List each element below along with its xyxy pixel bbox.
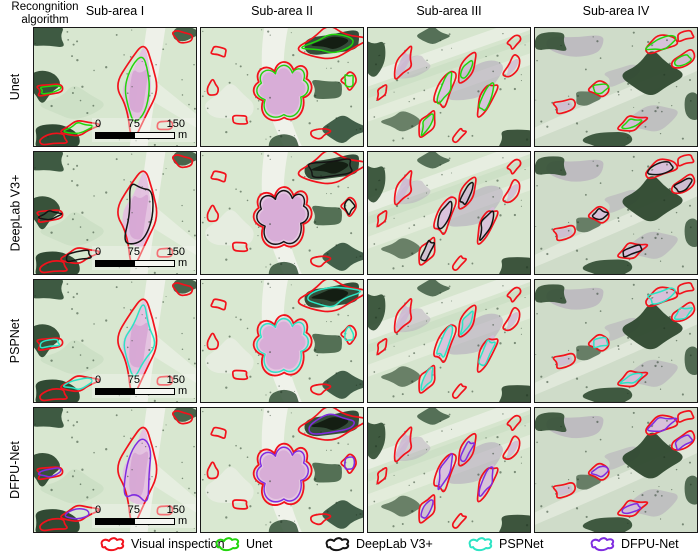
grid-cell-unet-subarea-1: 0 75 150 m [33,27,197,147]
scale-bar-label: 75 [127,504,140,516]
scale-bar-unit: m [178,515,188,527]
grid-cell-dfpu-net-subarea-1: 0 75 150 m [33,407,197,533]
column-header-subarea-3: Sub-area III [416,4,482,18]
legend-item-visual-inspection: Visual inspection [99,534,225,553]
scale-bar: 0 75 150 m [92,504,195,528]
column-header-subarea-2: Sub-area II [251,4,313,18]
scale-bar-graphic [95,259,175,267]
cell-image [368,28,530,146]
scale-bar-unit: m [178,129,188,141]
scale-bar-label: 150 [166,246,185,258]
scale-bar-label: 0 [95,118,102,130]
contour-icon-visual-inspection [100,536,125,551]
scale-bar-label: 0 [95,504,102,516]
legend-item-pspnet: PSPNet [467,534,543,553]
scale-bar-unit: m [178,257,188,269]
scale-bar-graphic [95,387,175,395]
grid-cell-dfpu-net-subarea-3 [367,407,531,533]
scale-bar-label: 75 [127,246,140,258]
scale-bar-graphic [95,517,175,525]
scale-bar-label: 150 [166,504,185,516]
scale-bar-label: 75 [127,118,140,130]
grid-cell-unet-subarea-4 [534,27,698,147]
corner-label: Recongnition algorithm [11,1,79,26]
cell-image [201,152,363,274]
scale-bar-label: 75 [127,374,140,386]
cell-image [34,280,196,402]
contour-glyph [100,536,125,551]
scale-bar-labels: 0 75 150 [95,374,185,386]
scale-bar-label: 0 [95,246,102,258]
cell-image [535,408,697,532]
contour-icon-dfpunet [590,536,615,551]
grid-cell-deeplab-v3--subarea-3 [367,151,531,275]
column-header-subarea-1: Sub-area I [85,4,145,18]
legend-item-dfpunet: DFPU-Net [589,534,679,553]
scale-bar: 0 75 150 m [92,118,195,142]
legend-label: Visual inspection [131,536,225,551]
cell-image [201,408,363,532]
grid-cell-unet-subarea-3 [367,27,531,147]
cell-image [368,408,530,532]
legend-item-deeplab: DeepLab V3+ [324,534,433,553]
legend-label: PSPNet [499,536,544,551]
scale-bar-label: 0 [95,374,102,386]
contour-glyph [215,536,240,551]
scale-bar-label: 150 [166,118,185,130]
grid-cell-dfpu-net-subarea-2 [200,407,364,533]
contour-glyph [468,536,493,551]
grid-cell-deeplab-v3--subarea-2 [200,151,364,275]
contour-icon-deeplab [325,536,350,551]
cell-image [535,280,697,402]
grid-cell-pspnet-subarea-1: 0 75 150 m [33,279,197,403]
grid-cell-unet-subarea-2 [200,27,364,147]
contour-glyph [590,536,615,551]
column-header-subarea-4: Sub-area IV [582,4,650,18]
legend-label: DFPU-Net [621,536,679,551]
cell-image [34,28,196,146]
contour-icon-pspnet [468,536,493,551]
grid-cell-dfpu-net-subarea-4 [534,407,698,533]
cell-image [201,28,363,146]
contour-glyph [325,536,350,551]
cell-image [535,28,697,146]
grid-cell-deeplab-v3--subarea-1: 0 75 150 m [33,151,197,275]
scale-bar-labels: 0 75 150 [95,118,185,130]
cell-image [368,280,530,402]
cell-image [535,152,697,274]
cell-image [201,280,363,402]
legend-label: DeepLab V3+ [356,536,433,551]
grid-cell-deeplab-v3--subarea-4 [534,151,698,275]
grid-cell-pspnet-subarea-2 [200,279,364,403]
legend-label: Unet [246,536,273,551]
cell-image [34,408,196,532]
legend-item-unet: Unet [214,534,272,553]
scale-bar: 0 75 150 m [92,246,195,270]
grid-cell-pspnet-subarea-4 [534,279,698,403]
scale-bar-labels: 0 75 150 [95,504,185,516]
cell-image [34,152,196,274]
scale-bar-labels: 0 75 150 [95,246,185,258]
scale-bar-unit: m [178,385,188,397]
scale-bar-graphic [95,131,175,139]
scale-bar-label: 150 [166,374,185,386]
cell-image [368,152,530,274]
contour-icon-unet [215,536,240,551]
scale-bar: 0 75 150 m [92,374,195,398]
grid-cell-pspnet-subarea-3 [367,279,531,403]
